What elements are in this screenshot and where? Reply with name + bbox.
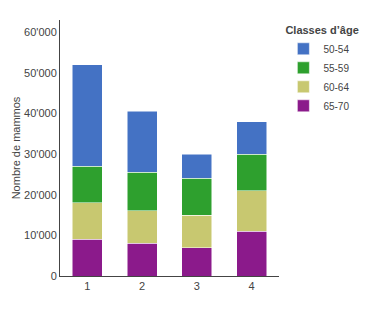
svg-text:1: 1 bbox=[84, 280, 90, 292]
svg-text:65-70: 65-70 bbox=[323, 101, 349, 112]
svg-text:2: 2 bbox=[139, 280, 145, 292]
svg-text:40'000: 40'000 bbox=[24, 107, 57, 119]
svg-text:Nombre de mammos: Nombre de mammos bbox=[10, 96, 22, 199]
svg-text:30'000: 30'000 bbox=[24, 148, 57, 160]
svg-text:55-59: 55-59 bbox=[323, 63, 349, 74]
svg-text:10'000: 10'000 bbox=[24, 229, 57, 241]
svg-text:4: 4 bbox=[249, 280, 255, 292]
svg-text:0: 0 bbox=[51, 270, 57, 282]
svg-text:50-54: 50-54 bbox=[323, 44, 349, 55]
svg-text:60'000: 60'000 bbox=[24, 26, 57, 38]
svg-text:3: 3 bbox=[194, 280, 200, 292]
svg-text:Classes d’âge: Classes d’âge bbox=[285, 24, 358, 36]
svg-text:60-64: 60-64 bbox=[323, 82, 349, 93]
svg-text:20'000: 20'000 bbox=[24, 189, 57, 201]
svg-text:50'000: 50'000 bbox=[24, 67, 57, 79]
